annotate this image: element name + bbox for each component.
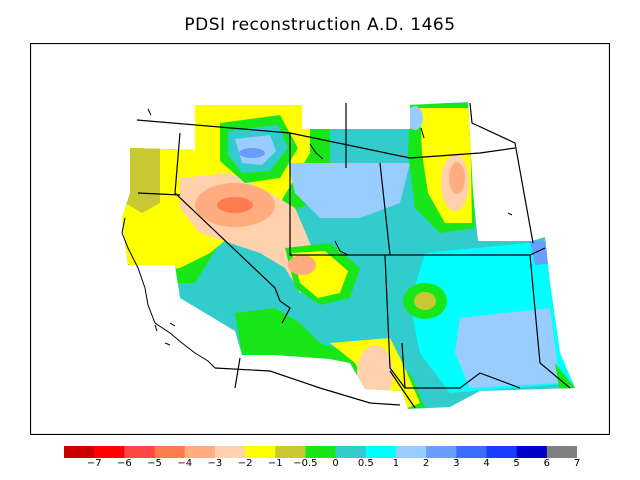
colorbar-tick-label: 6 xyxy=(543,458,550,469)
colorbar-tick-label: −5 xyxy=(147,458,162,469)
colorbar-swatch xyxy=(94,446,125,458)
colorbar xyxy=(64,446,577,458)
colorbar-swatch xyxy=(154,446,186,458)
colorbar-swatch xyxy=(275,446,306,458)
colorbar-swatch xyxy=(395,446,427,458)
colorbar-swatch xyxy=(426,446,457,458)
pdsi-field xyxy=(122,102,575,409)
colorbar-swatch xyxy=(124,446,156,458)
colorbar-swatch xyxy=(365,446,397,458)
colorbar-tick-label: −4 xyxy=(177,458,193,469)
colorbar-tick-label: 7 xyxy=(573,458,581,469)
colorbar-swatch xyxy=(184,446,216,458)
colorbar-tick-label: −2 xyxy=(237,458,253,469)
colorbar-tick-label: 3 xyxy=(453,458,460,469)
colorbar-tick-label: −6 xyxy=(117,458,132,469)
colorbar-tick-label: 1 xyxy=(392,458,400,469)
colorbar-tick-label: 0 xyxy=(332,458,339,469)
colorbar-swatch xyxy=(486,446,518,458)
colorbar-tick-label: 5 xyxy=(513,458,520,469)
colorbar-swatch xyxy=(64,446,95,458)
colorbar-tick-label: 4 xyxy=(483,458,490,469)
colorbar-tick-label: −1 xyxy=(267,458,283,469)
colorbar-swatch xyxy=(335,446,367,458)
colorbar-tick-label: −0.5 xyxy=(293,458,318,469)
colorbar-swatch xyxy=(516,446,548,458)
map-frame-border xyxy=(30,43,610,435)
colorbar-tick-label: −3 xyxy=(207,458,223,469)
coastline xyxy=(121,217,216,369)
colorbar-tick-label: 0.5 xyxy=(357,458,374,469)
map-panel xyxy=(30,43,610,435)
colorbar-labels: −7 −6 −5 −4 −3 −2 −1 −0.5 0 0.5 1 2 3 4 5 6 7 xyxy=(0,458,640,474)
colorbar-swatch xyxy=(245,446,276,458)
colorbar-tick-label: −7 xyxy=(86,458,102,469)
map-title: PDSI reconstruction A.D. 1465 xyxy=(184,15,456,35)
lakes xyxy=(147,108,513,327)
colorbar-swatch xyxy=(546,446,577,458)
colorbar-swatch xyxy=(214,446,246,458)
colorbar-tick-label: 2 xyxy=(422,458,430,469)
state-boundaries xyxy=(136,102,571,409)
colorbar-swatch xyxy=(456,446,487,458)
colorbar-swatch xyxy=(305,446,337,458)
